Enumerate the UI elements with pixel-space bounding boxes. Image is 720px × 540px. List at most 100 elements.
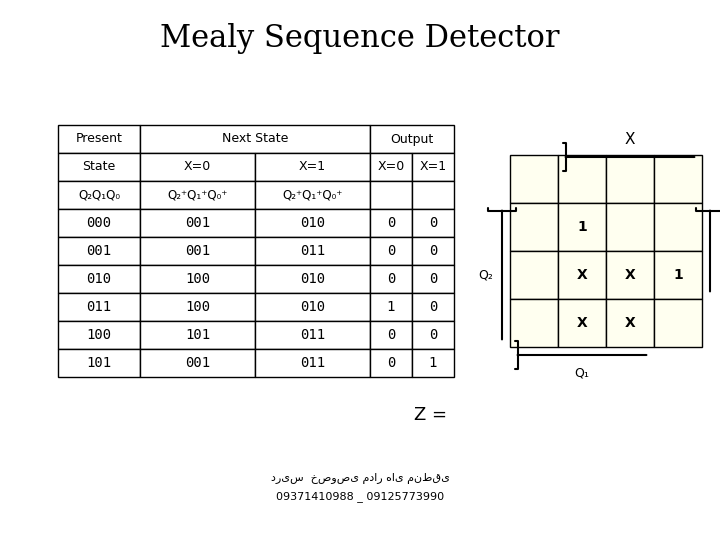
Bar: [510, 203, 558, 251]
Text: 001: 001: [185, 216, 210, 230]
Text: 0: 0: [429, 216, 437, 230]
Bar: [510, 155, 558, 203]
Bar: [412, 293, 454, 321]
Bar: [255, 153, 370, 181]
Bar: [58, 293, 140, 321]
Text: X=1: X=1: [299, 160, 326, 173]
Bar: [412, 237, 454, 265]
Text: 0: 0: [429, 272, 437, 286]
Bar: [370, 237, 412, 265]
Text: Q₂⁺Q₁⁺Q₀⁺: Q₂⁺Q₁⁺Q₀⁺: [282, 188, 343, 201]
Bar: [255, 209, 370, 237]
Text: X: X: [625, 132, 635, 146]
Text: X=0: X=0: [184, 160, 211, 173]
Text: 101: 101: [86, 356, 112, 370]
Bar: [654, 203, 702, 251]
Text: 0: 0: [387, 356, 395, 370]
Text: 100: 100: [185, 300, 210, 314]
Bar: [140, 125, 370, 153]
Text: 0: 0: [387, 272, 395, 286]
Bar: [58, 237, 140, 265]
Text: دریس  خصوصی مدار های منطقی: دریس خصوصی مدار های منطقی: [271, 472, 449, 483]
Text: 0: 0: [387, 244, 395, 258]
Text: 001: 001: [86, 244, 112, 258]
Bar: [412, 349, 454, 377]
Bar: [140, 181, 255, 209]
Bar: [558, 251, 606, 299]
Bar: [370, 153, 412, 181]
Text: X=1: X=1: [420, 160, 446, 173]
Bar: [606, 203, 654, 251]
Text: Next State: Next State: [222, 132, 288, 145]
Text: State: State: [82, 160, 116, 173]
Text: 011: 011: [300, 356, 325, 370]
Text: X: X: [625, 268, 635, 282]
Bar: [58, 349, 140, 377]
Bar: [58, 209, 140, 237]
Text: 011: 011: [300, 244, 325, 258]
Text: X=0: X=0: [377, 160, 405, 173]
Text: 001: 001: [185, 356, 210, 370]
Text: Q₂Q₁Q₀: Q₂Q₁Q₀: [78, 188, 120, 201]
Bar: [558, 203, 606, 251]
Text: Output: Output: [390, 132, 433, 145]
Text: 1: 1: [429, 356, 437, 370]
Bar: [606, 299, 654, 347]
Bar: [58, 153, 140, 181]
Bar: [370, 265, 412, 293]
Bar: [140, 209, 255, 237]
Bar: [255, 349, 370, 377]
Bar: [558, 155, 606, 203]
Bar: [558, 299, 606, 347]
Bar: [654, 155, 702, 203]
Bar: [140, 349, 255, 377]
Bar: [58, 265, 140, 293]
Bar: [255, 237, 370, 265]
Bar: [140, 237, 255, 265]
Bar: [255, 181, 370, 209]
Bar: [370, 181, 412, 209]
Bar: [255, 265, 370, 293]
Text: Q₂⁺Q₁⁺Q₀⁺: Q₂⁺Q₁⁺Q₀⁺: [167, 188, 228, 201]
Bar: [654, 299, 702, 347]
Bar: [255, 293, 370, 321]
Text: 010: 010: [300, 272, 325, 286]
Text: 09371410988 _ 09125773990: 09371410988 _ 09125773990: [276, 491, 444, 502]
Text: X: X: [625, 316, 635, 330]
Bar: [412, 181, 454, 209]
Text: 1: 1: [577, 220, 587, 234]
Bar: [510, 299, 558, 347]
Text: 010: 010: [300, 300, 325, 314]
Bar: [140, 153, 255, 181]
Text: Mealy Sequence Detector: Mealy Sequence Detector: [161, 23, 559, 53]
Text: 011: 011: [86, 300, 112, 314]
Text: 100: 100: [86, 328, 112, 342]
Text: 0: 0: [429, 328, 437, 342]
Bar: [606, 155, 654, 203]
Text: 001: 001: [185, 244, 210, 258]
Bar: [370, 349, 412, 377]
Text: X: X: [577, 316, 588, 330]
Bar: [370, 125, 454, 153]
Text: 0: 0: [429, 300, 437, 314]
Text: 1: 1: [387, 300, 395, 314]
Text: 100: 100: [185, 272, 210, 286]
Text: 010: 010: [300, 216, 325, 230]
Bar: [255, 321, 370, 349]
Text: Q₂: Q₂: [479, 268, 493, 281]
Bar: [654, 251, 702, 299]
Text: 010: 010: [86, 272, 112, 286]
Text: 101: 101: [185, 328, 210, 342]
Text: Z =: Z =: [413, 406, 446, 424]
Text: X: X: [577, 268, 588, 282]
Bar: [58, 321, 140, 349]
Bar: [58, 181, 140, 209]
Bar: [510, 251, 558, 299]
Text: Q₁: Q₁: [575, 367, 590, 380]
Bar: [412, 153, 454, 181]
Text: 011: 011: [300, 328, 325, 342]
Bar: [370, 209, 412, 237]
Bar: [606, 251, 654, 299]
Text: 0: 0: [387, 216, 395, 230]
Bar: [140, 265, 255, 293]
